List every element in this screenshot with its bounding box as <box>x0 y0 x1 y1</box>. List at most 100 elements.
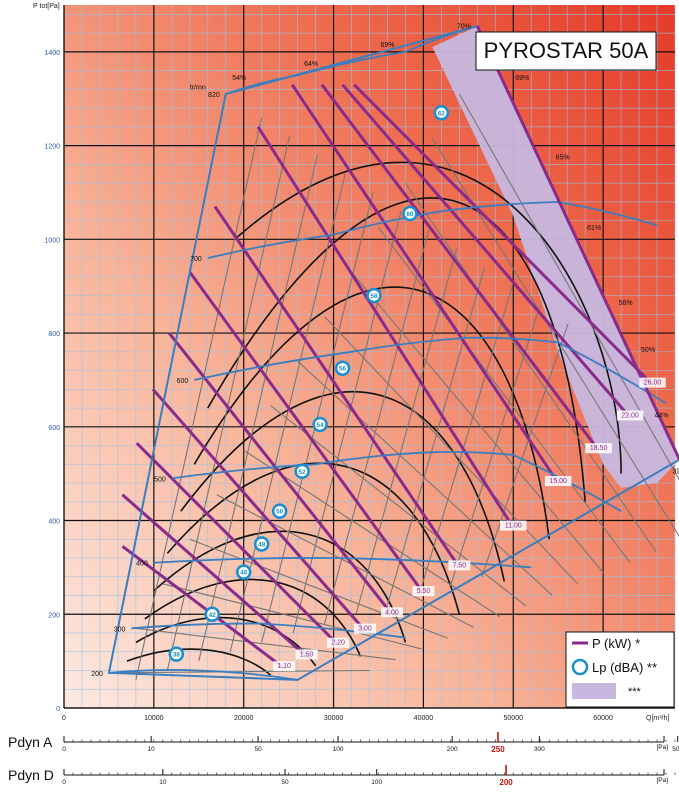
x-tick-label: 20000 <box>234 715 254 722</box>
sound-marker <box>402 205 418 222</box>
system-line <box>108 669 370 674</box>
legend-power-label: P (kW) * <box>592 636 640 651</box>
sound-label: 60 <box>406 211 414 218</box>
power-label: 3.00 <box>358 626 372 633</box>
power-label-bg <box>585 443 612 454</box>
title-box <box>475 31 657 71</box>
efficiency-label: 50% <box>641 347 655 354</box>
system-line <box>324 316 579 585</box>
y-tick-label: 800 <box>48 331 60 338</box>
sound-marker <box>312 416 328 433</box>
system-line <box>458 93 679 481</box>
y-axis-title: P tot[Pa] <box>33 3 60 10</box>
sound-marker <box>433 105 450 121</box>
x-tick-label: 10000 <box>144 715 164 722</box>
speed-label: 300 <box>114 626 126 633</box>
legend-sound-swatch <box>571 658 589 676</box>
sound-marker <box>168 646 185 662</box>
sound-marker <box>334 360 351 376</box>
y-tick-label: 1400 <box>44 50 60 57</box>
sound-marker <box>366 287 382 304</box>
pdyn-tick-label: 500 <box>672 746 679 753</box>
sound-label: 52 <box>298 469 306 476</box>
efficiency-curve <box>207 197 586 502</box>
power-line <box>167 332 394 616</box>
power-label: 1.10 <box>277 663 291 670</box>
pdyn-tick-label: 0 <box>62 746 66 753</box>
speed-curve <box>225 25 478 95</box>
power-label-bg <box>544 476 572 487</box>
pdyn-tick-label: 250 <box>491 745 505 754</box>
sound-label: 58 <box>370 293 378 300</box>
pdyn-tick-label: 200 <box>499 778 513 787</box>
system-line <box>355 248 458 615</box>
sound-label: 42 <box>209 612 217 619</box>
power-label: 5.50 <box>417 588 431 595</box>
power-label-bg <box>380 607 403 618</box>
power-label: 4.00 <box>385 609 399 616</box>
pdyn-tick-label: 100 <box>333 746 344 753</box>
efficiency-label: 69% <box>380 42 394 49</box>
system-line <box>351 271 605 574</box>
chart-title: PYROSTAR 50A <box>484 38 649 63</box>
power-line <box>320 83 600 452</box>
power-label-bg <box>639 377 666 388</box>
pdyn-tick-label: 10 <box>159 779 167 786</box>
power-line <box>341 83 632 419</box>
pdyn-tick-label: 0 <box>62 779 66 786</box>
pdyn-tick-label: 10 <box>148 746 156 753</box>
recommended-zone <box>432 26 679 488</box>
pdyn-tick-label: 100 <box>371 779 382 786</box>
system-line <box>404 182 657 553</box>
power-line <box>135 442 340 646</box>
power-label-bg <box>327 637 350 648</box>
pdyn-d-label: Pdyn D <box>8 767 54 783</box>
speed-unit-label: tr/mn <box>190 84 206 91</box>
power-line <box>121 493 308 658</box>
pdyn-tick-label: 50 <box>254 746 262 753</box>
power-lines <box>121 83 654 670</box>
power-label: 18.50 <box>590 445 608 452</box>
sound-label: 38 <box>173 652 181 659</box>
efficiency-label: 69% <box>515 75 529 82</box>
sound-label: 50 <box>276 509 284 516</box>
system-line <box>135 627 396 661</box>
speed-label: 500 <box>154 476 166 483</box>
pdyn-tick-label: 50 <box>281 779 289 786</box>
pdyn-a-label: Pdyn A <box>8 734 53 750</box>
efficiency-label: 39% <box>672 469 679 476</box>
sound-label: 46 <box>240 570 248 577</box>
sound-marker <box>253 536 270 552</box>
efficiency-label: 64% <box>304 61 318 68</box>
power-line <box>256 126 515 529</box>
system-line <box>378 227 631 564</box>
power-label: 1.50 <box>300 651 314 658</box>
pdyn-scales: 0 10 50 100 200 250 300 500 [Pa] 0 10 50 100 200 [Pa] <box>62 732 679 787</box>
pdyn-tick-label: 300 <box>534 746 545 753</box>
x-tick-label: 0 <box>62 715 66 722</box>
y-tick-label: 200 <box>48 612 60 619</box>
sound-marker <box>271 503 288 519</box>
y-tick-label: 600 <box>48 425 60 432</box>
power-label-bg <box>500 520 527 531</box>
power-label: 2.20 <box>331 640 345 647</box>
sound-label: 48 <box>258 541 266 548</box>
x-axis-title: Q[m³/h] <box>646 715 669 722</box>
sound-label: 62 <box>438 110 446 117</box>
sound-label: 56 <box>339 366 347 373</box>
speed-curve <box>207 200 658 259</box>
pdyn-unit: [Pa] <box>656 744 668 751</box>
legend-zone-swatch <box>572 683 616 699</box>
power-label-bg <box>295 649 318 660</box>
speed-curve <box>194 336 667 405</box>
power-label-bg <box>354 623 377 634</box>
power-label: 26.00 <box>644 380 662 387</box>
efficiency-label: 61% <box>587 225 601 232</box>
system-line <box>292 211 402 634</box>
power-line <box>188 271 425 595</box>
power-line <box>213 205 461 569</box>
speed-curve <box>108 669 298 681</box>
sound-label: 54 <box>316 422 324 429</box>
sound-marker <box>235 564 252 580</box>
speed-label: 700 <box>190 256 202 263</box>
